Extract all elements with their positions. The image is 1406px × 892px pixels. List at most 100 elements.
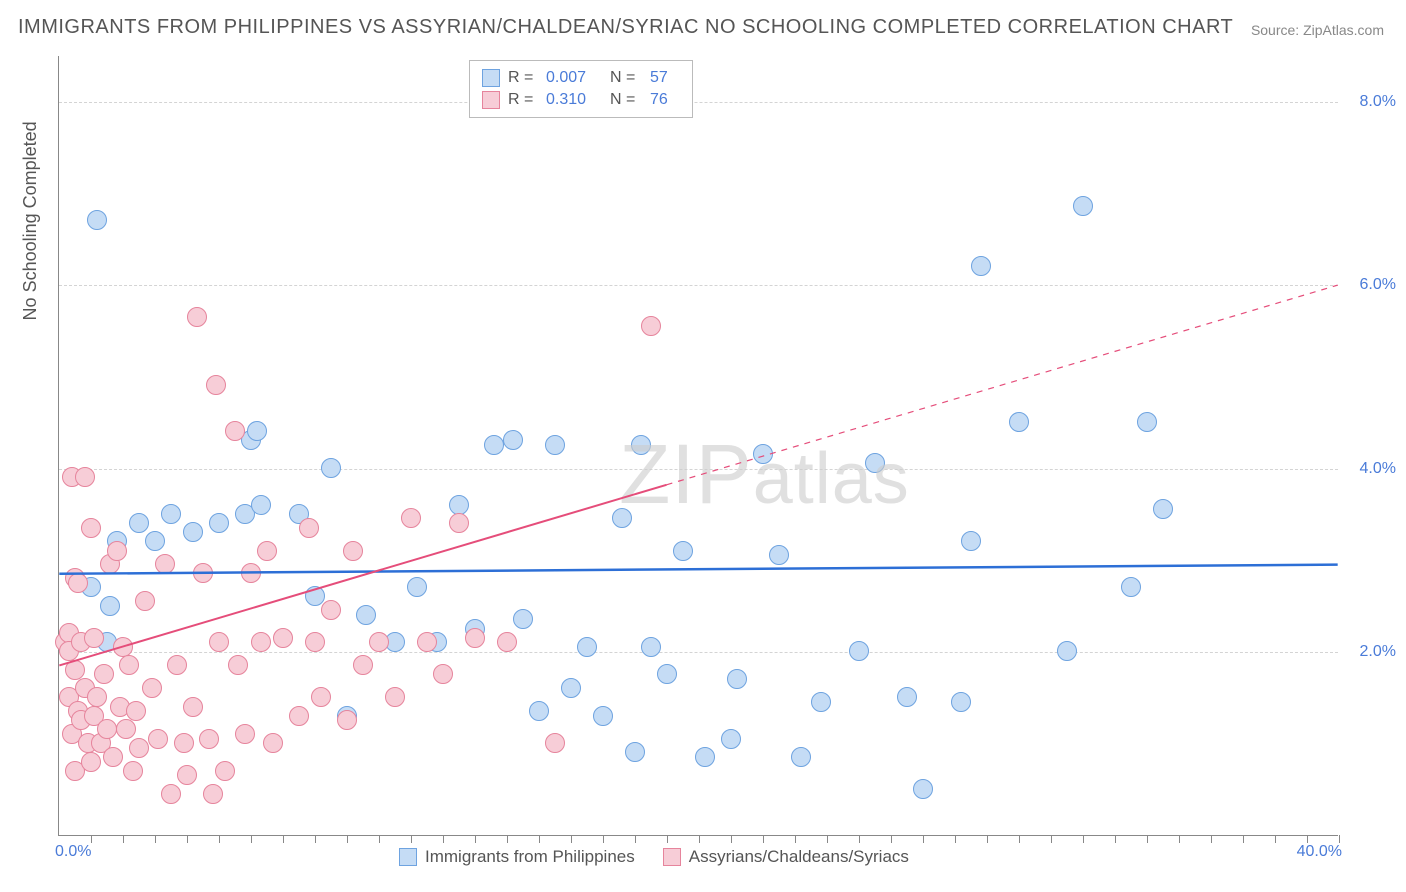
data-point-series-1 [321,458,341,478]
legend-stats-row: R =0.310 N =76 [482,89,680,111]
data-point-series-1 [529,701,549,721]
x-axis-min-label: 0.0% [55,843,91,861]
data-point-series-2 [449,513,469,533]
data-point-series-2 [353,655,373,675]
data-point-series-1 [1073,196,1093,216]
data-point-series-1 [251,495,271,515]
x-tick [859,835,860,843]
data-point-series-2 [305,632,325,652]
data-point-series-1 [209,513,229,533]
x-tick [699,835,700,843]
data-point-series-1 [1121,577,1141,597]
data-point-series-2 [107,541,127,561]
data-point-series-1 [769,545,789,565]
data-point-series-2 [263,733,283,753]
data-point-series-2 [209,632,229,652]
data-point-series-1 [951,692,971,712]
legend-item-series-2: Assyrians/Chaldeans/Syriacs [663,847,909,867]
data-point-series-2 [321,600,341,620]
data-point-series-2 [251,632,271,652]
x-tick [763,835,764,843]
data-point-series-2 [289,706,309,726]
legend-stats-box: R =0.007 N =57 R =0.310 N =76 [469,60,693,118]
data-point-series-1 [183,522,203,542]
data-point-series-1 [695,747,715,767]
x-tick [795,835,796,843]
data-point-series-1 [1153,499,1173,519]
x-tick [251,835,252,843]
data-point-series-1 [1137,412,1157,432]
data-point-series-1 [727,669,747,689]
x-tick [1179,835,1180,843]
data-point-series-1 [577,637,597,657]
data-point-series-1 [631,435,651,455]
data-point-series-2 [103,747,123,767]
data-point-series-2 [155,554,175,574]
gridline-h [59,102,1338,103]
data-point-series-2 [641,316,661,336]
data-point-series-1 [356,605,376,625]
trend-line-solid [59,485,666,666]
legend-swatch-series-1 [482,69,500,87]
x-tick [603,835,604,843]
data-point-series-2 [148,729,168,749]
data-point-series-1 [87,210,107,230]
legend-stats-row: R =0.007 N =57 [482,67,680,89]
data-point-series-1 [721,729,741,749]
data-point-series-2 [241,563,261,583]
data-point-series-2 [129,738,149,758]
data-point-series-2 [401,508,421,528]
data-point-series-1 [913,779,933,799]
x-tick [1275,835,1276,843]
x-tick [667,835,668,843]
data-point-series-2 [84,628,104,648]
legend-swatch-series-2 [482,91,500,109]
x-tick [987,835,988,843]
data-point-series-2 [68,573,88,593]
x-tick [1083,835,1084,843]
legend-label: Immigrants from Philippines [425,847,635,867]
x-tick [507,835,508,843]
data-point-series-1 [1009,412,1029,432]
x-tick [379,835,380,843]
x-tick [1051,835,1052,843]
data-point-series-2 [142,678,162,698]
x-tick [475,835,476,843]
data-point-series-2 [177,765,197,785]
x-tick [1211,835,1212,843]
data-point-series-2 [113,637,133,657]
legend-label: Assyrians/Chaldeans/Syriacs [689,847,909,867]
data-point-series-2 [545,733,565,753]
x-tick [1019,835,1020,843]
x-tick [347,835,348,843]
x-tick [1115,835,1116,843]
data-point-series-1 [247,421,267,441]
data-point-series-2 [299,518,319,538]
legend-swatch-series-2 [663,848,681,866]
data-point-series-2 [433,664,453,684]
data-point-series-2 [206,375,226,395]
data-point-series-2 [417,632,437,652]
data-point-series-1 [612,508,632,528]
data-point-series-2 [497,632,517,652]
gridline-h [59,285,1338,286]
watermark: ZIPatlas [619,426,910,523]
data-point-series-2 [135,591,155,611]
legend-item-series-1: Immigrants from Philippines [399,847,635,867]
x-tick [571,835,572,843]
x-tick [539,835,540,843]
x-tick [443,835,444,843]
data-point-series-2 [203,784,223,804]
x-tick [1147,835,1148,843]
y-tick-label: 2.0% [1360,643,1396,661]
x-tick [891,835,892,843]
data-point-series-1 [657,664,677,684]
data-point-series-1 [641,637,661,657]
data-point-series-2 [273,628,293,648]
data-point-series-2 [225,421,245,441]
data-point-series-1 [484,435,504,455]
x-tick [1307,835,1308,843]
x-tick [635,835,636,843]
data-point-series-2 [123,761,143,781]
data-point-series-1 [161,504,181,524]
